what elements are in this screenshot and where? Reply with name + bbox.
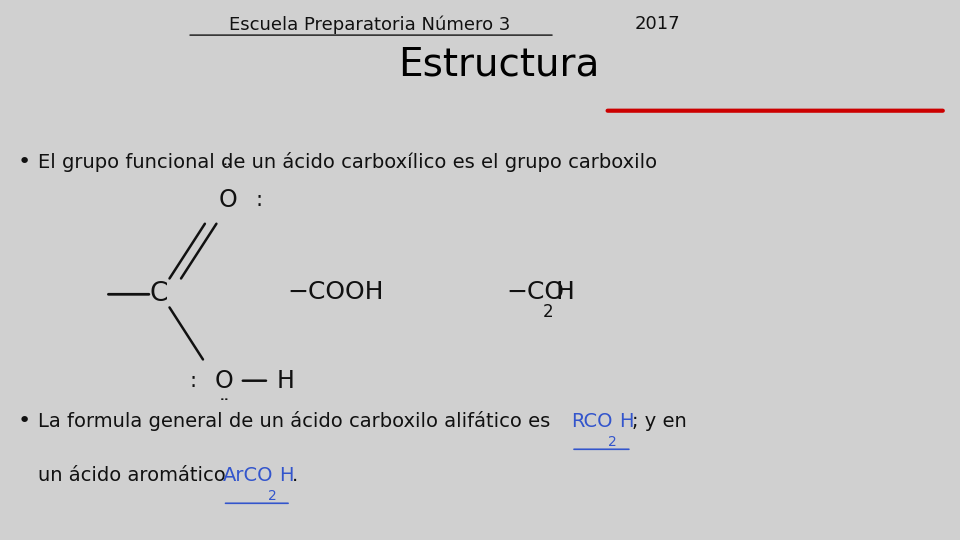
Text: 2: 2 — [543, 303, 554, 321]
Text: :: : — [255, 190, 263, 210]
Text: Escuela Preparatoria Número 3: Escuela Preparatoria Número 3 — [228, 15, 511, 33]
Text: ArCO: ArCO — [223, 465, 274, 485]
Text: −COOH: −COOH — [288, 280, 384, 303]
Text: −CO: −CO — [506, 280, 564, 303]
Text: 2017: 2017 — [635, 15, 681, 33]
Text: ¨: ¨ — [222, 163, 233, 183]
Text: O: O — [214, 369, 233, 393]
Text: RCO: RCO — [571, 411, 612, 431]
Text: H: H — [279, 465, 294, 485]
Text: C: C — [149, 281, 168, 307]
Text: Estructura: Estructura — [398, 46, 600, 84]
Text: :: : — [189, 370, 197, 391]
Text: H: H — [619, 411, 634, 431]
Text: El grupo funcional de un ácido carboxílico es el grupo carboxilo: El grupo funcional de un ácido carboxíli… — [38, 152, 658, 172]
Text: .: . — [292, 465, 299, 485]
Text: •: • — [17, 152, 31, 172]
Text: H: H — [276, 369, 294, 393]
Text: H: H — [556, 280, 575, 303]
Text: 2: 2 — [608, 435, 616, 449]
Text: La formula general de un ácido carboxilo alifático es: La formula general de un ácido carboxilo… — [38, 411, 557, 431]
Text: un ácido aromático: un ácido aromático — [38, 465, 232, 485]
Text: ¨: ¨ — [218, 397, 229, 418]
Text: O: O — [218, 188, 237, 212]
Text: •: • — [17, 411, 31, 431]
Text: 2: 2 — [268, 489, 276, 503]
Text: ; y en: ; y en — [632, 411, 686, 431]
